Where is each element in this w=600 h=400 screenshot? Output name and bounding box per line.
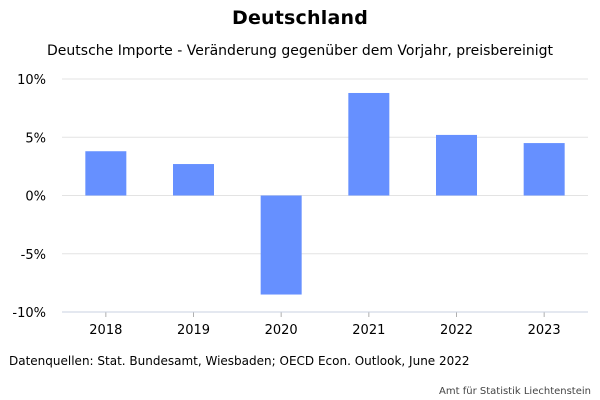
y-tick-label: 5%	[25, 131, 46, 146]
bar-2023	[523, 143, 565, 196]
x-tick-label: 2020	[265, 323, 298, 338]
y-tick-label: -10%	[12, 306, 46, 321]
grid-lines	[62, 78, 588, 255]
bar-2020	[260, 195, 302, 295]
source-note: Datenquellen: Stat. Bundesamt, Wiesbaden…	[9, 354, 470, 368]
bar-2018	[85, 151, 127, 196]
x-axis-ticks: 2018 2019 2020 2021 2022 2023	[89, 312, 561, 338]
x-tick-label: 2021	[352, 323, 385, 338]
x-tick-label: 2023	[528, 323, 561, 338]
chart-title: Deutschland	[231, 7, 369, 29]
x-tick-label: 2018	[89, 323, 122, 338]
x-tick-label: 2022	[440, 323, 473, 338]
bar-2022	[436, 134, 477, 196]
chart-subtitle: Deutsche Importe - Veränderung gegenüber…	[47, 43, 553, 59]
y-tick-label: 10%	[17, 73, 46, 88]
bar-2021	[348, 92, 390, 196]
credit-note: Amt für Statistik Liechtenstein	[439, 386, 591, 397]
y-axis-ticks: 10% 5% 0% -5% -10%	[12, 73, 46, 321]
y-tick-label: -5%	[21, 248, 46, 263]
bar-2019	[173, 164, 214, 196]
y-tick-label: 0%	[25, 190, 46, 205]
bars	[85, 92, 565, 295]
x-tick-label: 2019	[177, 323, 210, 338]
